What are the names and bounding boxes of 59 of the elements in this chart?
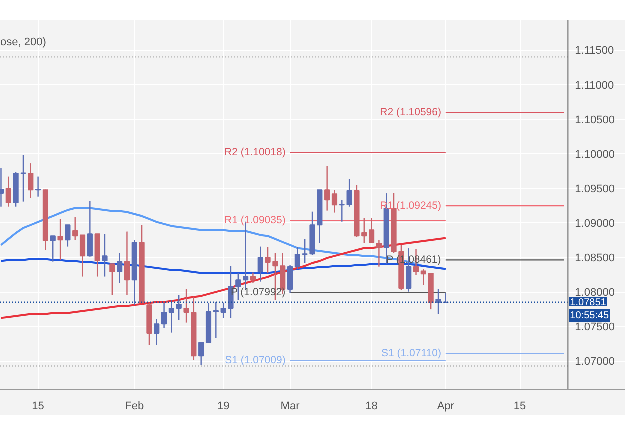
- y-tick-label: 1.10000: [575, 148, 615, 161]
- candlestick: [36, 176, 42, 198]
- candlestick: [72, 216, 78, 241]
- y-tick-label: 1.09500: [575, 183, 615, 196]
- y-tick-label: 1.11500: [575, 45, 614, 58]
- x-tick-label: Mar: [280, 400, 300, 412]
- candlestick: [65, 224, 71, 248]
- candlestick: [20, 154, 26, 202]
- y-tick-label: 1.07000: [575, 356, 615, 368]
- candlestick: [87, 200, 93, 258]
- candlestick: [184, 288, 190, 324]
- line-series: [0, 237, 447, 320]
- candlestick: [124, 231, 130, 296]
- candlestick: [287, 264, 294, 294]
- candlestick: [102, 234, 108, 278]
- series-label: R2 (1.10018): [224, 146, 286, 159]
- y-tick-label: 1.08000: [575, 287, 615, 300]
- series-label: R2 (1.10596): [380, 106, 442, 119]
- candlestick: [420, 268, 426, 286]
- candlestick: [294, 246, 300, 270]
- candlestick: [6, 176, 12, 208]
- candlestick: [346, 178, 352, 208]
- candlestick: [58, 218, 64, 261]
- candlestick: [117, 252, 123, 284]
- y-tick-label: 1.10500: [575, 114, 615, 126]
- candlestick: [324, 166, 330, 212]
- x-tick-label: 18: [366, 400, 378, 412]
- x-tick-label: Feb: [125, 400, 144, 412]
- candlestick: [368, 218, 375, 244]
- candlestick: [110, 264, 116, 296]
- candlestick: [161, 302, 168, 330]
- x-tick-label: 15: [32, 400, 44, 412]
- candlestick: [258, 246, 264, 282]
- candlestick: [168, 300, 174, 334]
- x-tick-label: 15: [514, 400, 526, 412]
- candlestick: [250, 272, 256, 284]
- candlestick: [213, 302, 219, 340]
- candlestick: [80, 234, 86, 278]
- annotation: ose, 200): [0, 36, 46, 48]
- candlestick: [50, 236, 56, 262]
- candlestick: [220, 302, 226, 320]
- ref-line-label: 1.07851: [570, 297, 607, 308]
- x-tick-label: 19: [217, 400, 230, 412]
- series-label: S1 (1.07009): [225, 354, 286, 367]
- series-label: S1 (1.07110): [382, 348, 442, 360]
- y-tick-label: 1.09000: [575, 218, 615, 230]
- candlestick: [332, 190, 338, 214]
- series-label: R1 (1.09035): [224, 214, 286, 227]
- candlestick: [198, 342, 204, 366]
- candlestick: [176, 294, 182, 321]
- candlestick: [302, 238, 308, 264]
- candlestick: [28, 162, 34, 200]
- x-tick-label: Apr: [437, 400, 455, 412]
- y-tick-label: 1.11000: [575, 80, 614, 92]
- y-tick-label: 1.08500: [575, 252, 615, 265]
- candlestick: [154, 318, 160, 346]
- text: 10:55:45: [570, 310, 610, 322]
- candlestick: [376, 240, 382, 268]
- y-tick-label: 1.07500: [575, 322, 615, 334]
